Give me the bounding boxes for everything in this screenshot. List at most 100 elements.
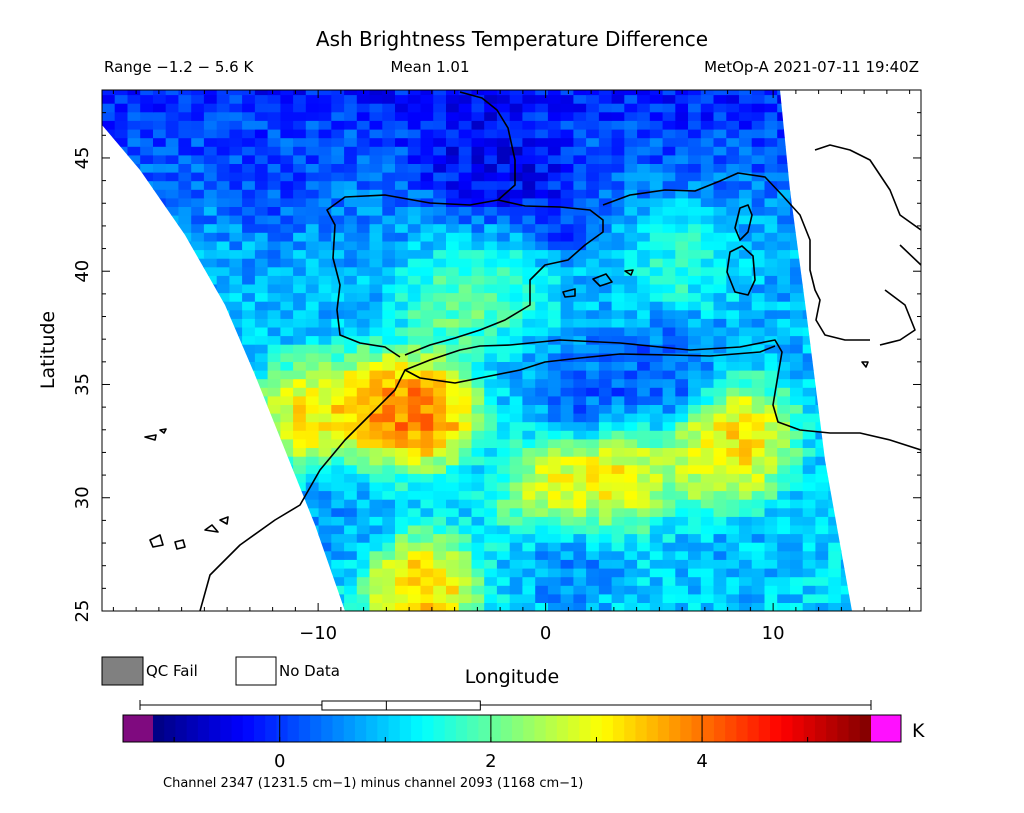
heatmap-cell: [547, 275, 562, 285]
heatmap-cell: [446, 258, 460, 268]
heatmap-cell: [688, 266, 702, 276]
heatmap-cell: [305, 189, 320, 199]
heatmap-cell: [305, 318, 320, 328]
heatmap-cell: [369, 568, 383, 578]
heatmap-cell: [649, 464, 664, 474]
heatmap-cell: [254, 378, 269, 388]
heatmap-cell: [662, 309, 676, 319]
heatmap-cell: [267, 154, 281, 164]
heatmap-cell: [675, 395, 689, 405]
heatmap-cell: [356, 473, 371, 483]
heatmap-cell: [777, 524, 791, 535]
heatmap-cell: [547, 120, 562, 130]
heatmap-cell: [331, 215, 345, 225]
heatmap-cell: [802, 542, 816, 552]
heatmap-cell: [777, 568, 791, 578]
heatmap-cell: [586, 447, 600, 457]
heatmap-cell: [496, 309, 511, 319]
heatmap-cell: [764, 378, 778, 388]
heatmap-cell: [254, 103, 269, 113]
heatmap-cell: [624, 602, 638, 611]
heatmap-cell: [254, 120, 269, 130]
heatmap-cell: [458, 215, 472, 225]
heatmap-cell: [700, 197, 715, 207]
heatmap-cell: [484, 232, 498, 242]
heatmap-cell: [344, 103, 358, 113]
heatmap-cell: [675, 215, 689, 225]
heatmap-cell: [598, 585, 613, 595]
heatmap-cell: [790, 258, 804, 268]
heatmap-cell: [802, 352, 816, 362]
heatmap-cell: [165, 154, 179, 164]
heatmap-cell: [547, 266, 562, 276]
heatmap-cell: [420, 550, 434, 560]
heatmap-cell: [777, 189, 791, 199]
heatmap-cell: [713, 516, 727, 526]
heatmap-cell: [598, 395, 613, 405]
heatmap-cell: [331, 266, 345, 276]
heatmap-cell: [713, 568, 727, 578]
heatmap-cell: [331, 395, 345, 405]
heatmap-cell: [840, 602, 852, 611]
heatmap-cell: [573, 206, 587, 216]
heatmap-cell: [433, 387, 447, 397]
heatmap-cell: [280, 197, 294, 207]
heatmap-cell: [598, 361, 613, 371]
heatmap-cell: [407, 524, 422, 535]
heatmap-cell: [598, 111, 613, 121]
heatmap-cell: [662, 361, 676, 371]
heatmap-cell: [739, 103, 753, 113]
heatmap-cell: [407, 559, 422, 569]
heatmap-cell: [777, 172, 791, 182]
heatmap-cell: [229, 266, 243, 276]
heatmap-cell: [726, 326, 740, 337]
heatmap-cell: [369, 90, 383, 96]
heatmap-cell: [509, 94, 523, 104]
heatmap-cell: [675, 542, 689, 552]
heatmap-cell: [203, 90, 218, 96]
heatmap-cell: [356, 585, 371, 595]
heatmap-cell: [458, 378, 472, 388]
heatmap-cell: [356, 593, 371, 603]
heatmap-cell: [496, 283, 511, 294]
coastline-italy-south: [899, 244, 921, 266]
heatmap-cell: [573, 524, 587, 535]
heatmap-cell: [267, 249, 281, 259]
heatmap-cell: [777, 430, 791, 440]
heatmap-cell: [446, 438, 460, 448]
heatmap-cell: [560, 103, 574, 113]
heatmap-cell: [649, 249, 664, 259]
heatmap-cell: [382, 395, 396, 405]
heatmap-cell: [649, 146, 664, 156]
heatmap-cell: [713, 481, 727, 492]
heatmap-cell: [713, 146, 727, 156]
heatmap-cell: [624, 180, 638, 190]
heatmap-cell: [726, 137, 740, 147]
colorbar-step: [725, 715, 737, 742]
heatmap-cell: [305, 395, 320, 405]
heatmap-cell: [318, 120, 332, 130]
heatmap-cell: [688, 464, 702, 474]
heatmap-cell: [267, 370, 281, 380]
heatmap-cell: [624, 516, 638, 526]
heatmap-cell: [471, 266, 485, 276]
heatmap-cell: [535, 129, 549, 139]
heatmap-cell: [344, 524, 358, 535]
heatmap-cell: [509, 378, 523, 388]
heatmap-cell: [700, 533, 715, 543]
heatmap-cell: [649, 481, 664, 492]
heatmap-cell: [395, 163, 409, 173]
heatmap-cell: [242, 197, 256, 207]
heatmap-cell: [573, 404, 587, 414]
heatmap-cell: [700, 507, 715, 517]
heatmap-cell: [649, 542, 664, 552]
heatmap-cell: [598, 309, 613, 319]
heatmap-cell: [407, 146, 422, 156]
heatmap-cell: [318, 456, 332, 466]
heatmap-cell: [140, 94, 154, 104]
heatmap-cell: [598, 283, 613, 294]
heatmap-cell: [790, 292, 804, 302]
heatmap-cell: [433, 464, 447, 474]
coastline-balearic-2: [592, 273, 613, 287]
heatmap-cell: [382, 129, 396, 139]
